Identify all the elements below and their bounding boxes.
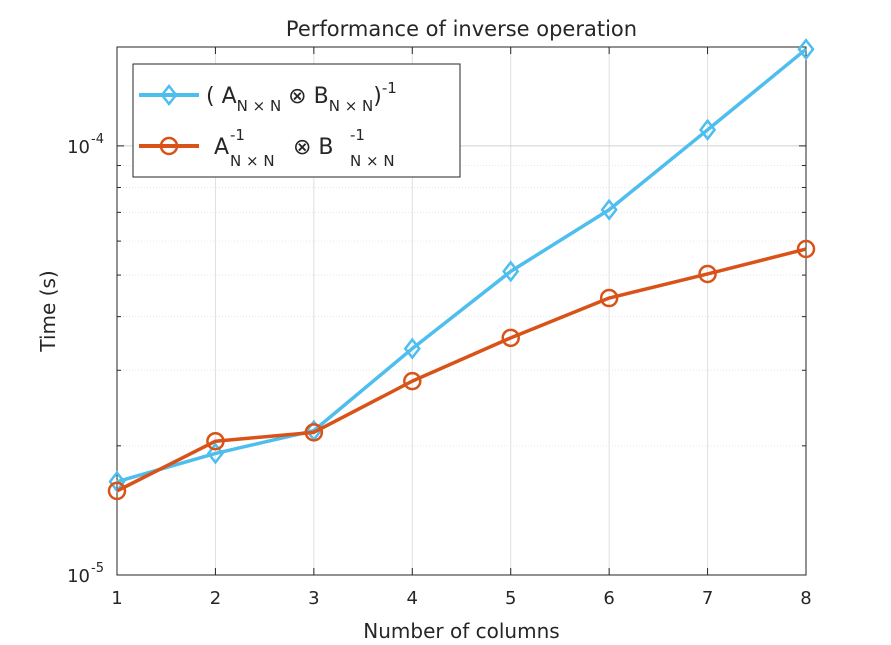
- legend-label-series-1: ( AN × N ⊗ BN × N)-1: [206, 79, 397, 115]
- legend: ( AN × N ⊗ BN × N)-1 A -1 N × N ⊗ B -1 N…: [132, 63, 461, 178]
- x-tick-label: 1: [111, 588, 122, 609]
- series-line-2: [116, 247, 807, 493]
- data-point-diamond: [797, 38, 815, 61]
- legend-label-series-2-a-sup: -1: [230, 126, 245, 144]
- x-tick-label: 5: [505, 588, 516, 609]
- axes-box: [116, 46, 807, 576]
- legend-entry-series-1: ( AN × N ⊗ BN × N)-1: [139, 79, 397, 115]
- data-point-diamond: [698, 118, 717, 141]
- x-tick-label: 4: [407, 588, 418, 609]
- data-point-diamond: [403, 337, 421, 360]
- legend-label-series-2-op: ⊗ B: [293, 135, 334, 160]
- series-layer: [107, 38, 816, 501]
- legend-label-series-2-a-sub: N × N: [230, 152, 275, 170]
- x-tick-label: 8: [800, 588, 811, 609]
- data-point-circle: [796, 239, 816, 259]
- x-tick-label: 2: [210, 588, 221, 609]
- y-tick-labels: 10-510-4: [67, 132, 104, 587]
- legend-entry-series-2: A -1 N × N ⊗ B -1 N × N: [139, 126, 395, 170]
- legend-label-series-2-a: A: [214, 135, 229, 160]
- data-point-circle: [501, 328, 520, 348]
- tick-marks: [116, 47, 807, 576]
- data-point-circle: [698, 264, 717, 284]
- legend-label-series-2-b-sup: -1: [350, 126, 365, 144]
- chart-title: Performance of inverse operation: [286, 17, 637, 41]
- y-tick-label-exponent: -5: [91, 561, 104, 576]
- y-tick-label: 10: [67, 566, 90, 587]
- data-point-circle: [206, 431, 225, 451]
- x-tick-label: 6: [603, 588, 614, 609]
- x-tick-label: 3: [308, 588, 319, 609]
- data-point-diamond: [600, 198, 618, 221]
- data-point-circle: [304, 423, 324, 442]
- x-tick-labels: 1 2 3 4 5 6 7 8: [111, 588, 811, 609]
- y-tick-label-exponent: -4: [91, 132, 104, 147]
- data-point-diamond: [206, 442, 225, 465]
- legend-diamond-marker: [160, 83, 178, 107]
- data-point-circle: [107, 481, 127, 501]
- series-line-1: [116, 47, 808, 484]
- y-tick-label: 10: [67, 137, 90, 158]
- x-tick-label: 7: [702, 588, 713, 609]
- data-point-circle: [403, 371, 422, 391]
- legend-label-series-2-b-sub: N × N: [350, 152, 395, 170]
- data-point-circle: [599, 288, 619, 308]
- x-axis-label: Number of columns: [363, 619, 559, 643]
- data-point-diamond: [502, 260, 520, 283]
- legend-box: [132, 63, 461, 178]
- legend-circle-marker: [159, 136, 179, 156]
- y-axis-label: Time (s): [36, 270, 60, 352]
